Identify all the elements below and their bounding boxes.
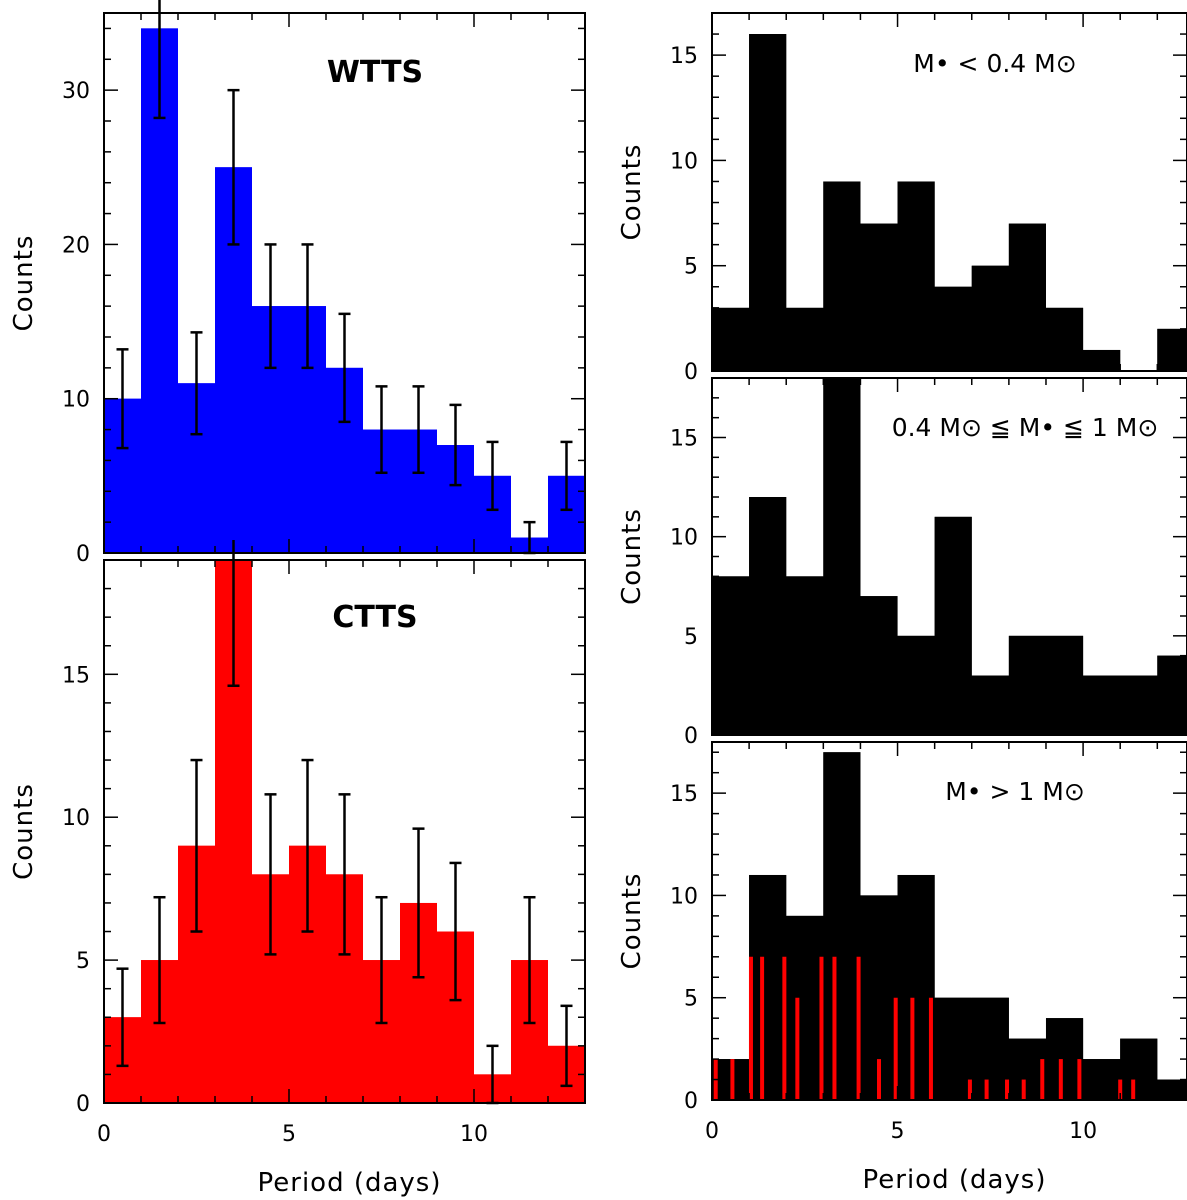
histogram-bar xyxy=(1045,307,1084,371)
x-tick-label: 10 xyxy=(1069,1119,1097,1144)
y-tick-label: 0 xyxy=(76,1092,90,1117)
histogram-bar xyxy=(823,752,861,1100)
y-tick-label: 5 xyxy=(76,949,90,974)
histogram-bar xyxy=(897,635,935,735)
y-axis-title: Counts xyxy=(617,144,647,241)
histogram-bar xyxy=(823,378,861,735)
histogram-bar xyxy=(934,997,972,1100)
y-tick-label: 10 xyxy=(670,526,698,551)
panel-label: M• < 0.4 M⊙ xyxy=(913,49,1076,78)
histogram-bar xyxy=(971,997,1009,1100)
panel-label: CTTS xyxy=(332,600,417,635)
panel-label: WTTS xyxy=(327,55,423,90)
x-tick-label: 0 xyxy=(97,1122,111,1147)
y-axis-title: Counts xyxy=(9,783,39,880)
histogram-bar xyxy=(860,596,898,735)
histogram-bar xyxy=(1083,349,1121,371)
y-axis-title: Counts xyxy=(9,235,39,332)
y-tick-label: 5 xyxy=(684,987,698,1012)
histogram-bar xyxy=(971,675,1009,735)
y-tick-label: 30 xyxy=(62,79,90,104)
panel-label: M• > 1 M⊙ xyxy=(945,777,1085,806)
plot-frame xyxy=(711,12,1187,372)
histogram-bar xyxy=(1120,1038,1158,1100)
y-axis-title: Counts xyxy=(617,508,647,605)
y-tick-label: 10 xyxy=(62,806,90,831)
histogram-bar xyxy=(934,286,972,371)
x-tick-label: 5 xyxy=(282,1122,296,1147)
histogram-bar xyxy=(786,915,824,1100)
panel-top-right: 0 5 10 15 Counts M• < 0.4 M⊙ xyxy=(617,12,1187,385)
histogram-bar xyxy=(1157,1079,1187,1100)
histogram-bar xyxy=(971,265,1009,371)
histogram-bar xyxy=(1083,1059,1121,1100)
y-tick-label: 15 xyxy=(670,782,698,807)
histogram-bar xyxy=(749,874,787,1100)
histogram-bar xyxy=(1045,1018,1084,1100)
x-tick-label: 0 xyxy=(705,1119,719,1144)
histogram-bar xyxy=(1008,1038,1046,1100)
histogram-bar xyxy=(1008,223,1046,371)
panel-top-left: 0 10 20 30 Counts WTTS xyxy=(9,0,586,567)
plot-frame xyxy=(103,559,586,1104)
y-tick-label: 10 xyxy=(670,884,698,909)
x-tick-label: 5 xyxy=(891,1119,905,1144)
y-tick-label: 0 xyxy=(76,542,90,567)
y-tick-label: 0 xyxy=(684,360,698,385)
y-tick-label: 0 xyxy=(684,1089,698,1114)
histogram-bar xyxy=(897,874,935,1100)
plot-frame xyxy=(103,12,586,554)
x-axis-title: Period (days) xyxy=(258,1168,442,1198)
histogram-bar xyxy=(823,181,861,371)
histogram-bar xyxy=(749,34,787,371)
y-tick-label: 10 xyxy=(670,149,698,174)
y-tick-label: 10 xyxy=(62,388,90,413)
y-tick-label: 20 xyxy=(62,233,90,258)
histogram-bar xyxy=(1120,675,1158,735)
panel-middle-right: 0 5 10 15 Counts 0.4 M⊙ ≦ M• ≦ 1 M⊙ xyxy=(617,377,1187,749)
y-tick-label: 0 xyxy=(684,724,698,749)
x-axis-title: Period (days) xyxy=(863,1165,1047,1195)
panel-label: 0.4 M⊙ ≦ M• ≦ 1 M⊙ xyxy=(892,413,1159,442)
y-tick-label: 15 xyxy=(670,427,698,452)
plot-frame xyxy=(711,741,1187,1101)
y-tick-label: 15 xyxy=(670,44,698,69)
histogram-bar xyxy=(1008,635,1046,735)
histogram-bar xyxy=(1045,635,1084,735)
histogram-bar xyxy=(786,307,824,371)
histogram-bar xyxy=(860,223,898,371)
histogram-bar xyxy=(1083,675,1121,735)
histogram-bar xyxy=(897,181,935,371)
histogram-bar xyxy=(749,497,787,735)
histogram-bar xyxy=(712,307,750,371)
x-tick-label: 10 xyxy=(460,1122,488,1147)
y-axis-title: Counts xyxy=(617,873,647,970)
y-tick-label: 5 xyxy=(684,625,698,650)
histogram-bar xyxy=(934,516,972,735)
y-tick-label: 5 xyxy=(684,255,698,280)
y-tick-label: 15 xyxy=(62,663,90,688)
panel-bottom-left: 0 5 10 15 0 5 10 Counts Period (days) CTTS xyxy=(9,540,586,1198)
histogram-bar xyxy=(786,576,824,735)
panel-bottom-right: 0 5 10 15 0 5 10 Counts Period (days) M• > 1 M⊙ xyxy=(617,741,1187,1195)
